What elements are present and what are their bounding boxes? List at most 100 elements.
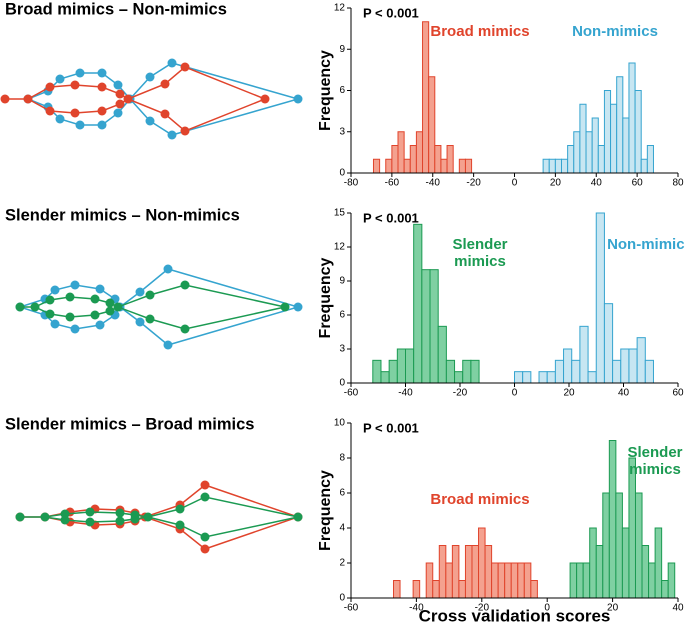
landmark bbox=[167, 58, 177, 68]
y-tick-label: 3 bbox=[339, 126, 345, 137]
landmark bbox=[95, 320, 105, 330]
annotation: P < 0.001 bbox=[363, 420, 419, 435]
y-tick-label: 9 bbox=[339, 44, 345, 55]
landmark bbox=[15, 302, 25, 312]
landmark bbox=[160, 109, 170, 119]
bar bbox=[458, 158, 466, 174]
y-axis-label: Frequency bbox=[317, 257, 334, 338]
landmark bbox=[200, 544, 210, 554]
bar bbox=[644, 359, 654, 384]
landmark bbox=[45, 309, 55, 319]
landmark bbox=[143, 512, 153, 522]
landmark bbox=[113, 80, 123, 90]
x-tick-label: 20 bbox=[563, 388, 575, 399]
landmark bbox=[105, 306, 115, 316]
bar bbox=[422, 21, 430, 174]
bar bbox=[421, 269, 431, 384]
bar bbox=[640, 158, 648, 174]
landmark bbox=[45, 106, 55, 116]
x-tick-label: 0 bbox=[544, 603, 550, 614]
y-tick-label: 3 bbox=[339, 344, 345, 355]
bar bbox=[471, 545, 480, 599]
bar bbox=[538, 371, 548, 384]
x-tick-label: -20 bbox=[466, 178, 481, 189]
bar bbox=[413, 223, 423, 384]
series-label: Slender mimics bbox=[627, 444, 683, 478]
bar bbox=[648, 562, 656, 599]
bar bbox=[446, 145, 454, 174]
bar bbox=[445, 562, 453, 599]
bar bbox=[615, 492, 623, 599]
bar bbox=[573, 131, 581, 174]
landmark bbox=[163, 340, 173, 350]
series-label: Non-mimics bbox=[607, 236, 685, 253]
annotation: P < 0.001 bbox=[363, 210, 419, 225]
landmark bbox=[65, 312, 75, 322]
bar bbox=[636, 337, 646, 384]
x-tick-label: 40 bbox=[618, 388, 630, 399]
series-label: Broad mimics bbox=[430, 23, 530, 40]
landmark bbox=[105, 298, 115, 308]
bar bbox=[612, 359, 622, 384]
landmark bbox=[75, 120, 85, 130]
panel-title: Slender mimics – Non-mimics bbox=[5, 206, 240, 224]
y-tick-label: 0 bbox=[339, 378, 345, 389]
shape-outline bbox=[17, 268, 301, 346]
bar bbox=[571, 359, 581, 384]
landmark bbox=[50, 319, 60, 329]
x-tick-label: -60 bbox=[344, 603, 359, 614]
landmark bbox=[50, 285, 60, 295]
bar bbox=[530, 580, 538, 599]
y-tick-label: 6 bbox=[339, 85, 345, 96]
bar bbox=[603, 90, 612, 174]
y-tick-label: 0 bbox=[339, 593, 345, 604]
landmark bbox=[113, 108, 123, 118]
landmark bbox=[200, 480, 210, 490]
x-tick-label: -40 bbox=[398, 388, 413, 399]
panel-title: Broad mimics – Non-mimics bbox=[5, 0, 227, 18]
bar bbox=[484, 545, 493, 599]
landmark bbox=[113, 302, 123, 312]
landmark bbox=[115, 508, 125, 518]
landmark bbox=[97, 106, 107, 116]
x-tick-label: 40 bbox=[672, 603, 684, 614]
bar bbox=[587, 371, 597, 384]
landmark bbox=[70, 324, 80, 334]
landmark bbox=[200, 492, 210, 502]
landmark bbox=[175, 504, 185, 514]
x-axis-label: Cross validation scores bbox=[419, 606, 611, 622]
bar bbox=[616, 76, 624, 174]
landmark bbox=[160, 79, 170, 89]
bar bbox=[385, 158, 393, 174]
landmark bbox=[180, 324, 190, 334]
landmark bbox=[163, 264, 173, 274]
landmark bbox=[115, 516, 125, 526]
bar bbox=[462, 359, 472, 384]
x-tick-label: -40 bbox=[409, 603, 424, 614]
bar bbox=[478, 527, 486, 599]
landmark bbox=[23, 94, 33, 104]
landmark bbox=[180, 280, 190, 290]
landmark bbox=[145, 116, 155, 126]
bar bbox=[579, 103, 587, 174]
landmark bbox=[293, 512, 303, 522]
bar bbox=[622, 117, 630, 174]
bar bbox=[634, 492, 643, 599]
bar bbox=[603, 303, 614, 384]
shape-outline bbox=[25, 62, 301, 136]
bar bbox=[628, 348, 638, 384]
landmark bbox=[145, 314, 155, 324]
bar bbox=[661, 580, 669, 599]
annotation: P < 0.001 bbox=[363, 5, 419, 20]
bar bbox=[628, 62, 636, 174]
bar bbox=[546, 371, 556, 384]
bar bbox=[641, 545, 650, 599]
bar bbox=[434, 145, 442, 174]
bar bbox=[591, 117, 599, 174]
x-tick-label: -80 bbox=[344, 178, 359, 189]
bar bbox=[415, 131, 424, 174]
y-tick-label: 10 bbox=[334, 418, 346, 429]
landmark bbox=[95, 284, 105, 294]
landmark bbox=[85, 517, 95, 527]
